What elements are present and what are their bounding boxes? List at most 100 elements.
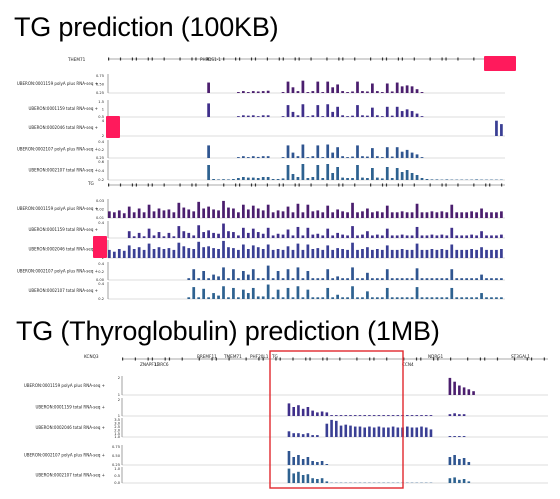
signal-bar (301, 80, 305, 93)
signal-bar (430, 278, 434, 280)
signal-bar (296, 156, 300, 158)
signal-bar (147, 243, 151, 258)
signal-bar (212, 179, 215, 180)
y-tick-label: 2 (102, 256, 104, 260)
exon-mark (413, 57, 415, 61)
exon-mark (530, 357, 533, 361)
y-tick-label: 1 (118, 414, 120, 418)
signal-bar (458, 479, 461, 483)
signal-bar (368, 426, 371, 437)
exon-mark (381, 183, 384, 187)
exon-mark (181, 357, 183, 361)
signal-bar (455, 235, 459, 238)
signal-bar (351, 226, 354, 238)
signal-bar (296, 226, 300, 238)
exon-mark (294, 57, 296, 61)
signal-bar (291, 152, 295, 158)
signal-bar (281, 178, 285, 180)
exon-mark (322, 357, 324, 361)
signal-bar (331, 111, 335, 117)
signal-bar (306, 204, 310, 218)
signal-bar (390, 297, 394, 299)
exon-mark (131, 57, 134, 61)
signal-bar (445, 212, 449, 218)
signal-bar (445, 297, 449, 299)
y-tick-label: 0.4 (98, 221, 104, 225)
exon-mark (485, 183, 487, 187)
signal-bar (410, 235, 414, 238)
signal-bar (435, 297, 439, 299)
signal-bar (117, 210, 121, 218)
signal-bar (192, 287, 196, 299)
signal-bar (410, 249, 414, 258)
exon-mark (168, 357, 171, 361)
signal-bar (291, 212, 295, 218)
signal-bar (405, 149, 409, 158)
exon-mark (415, 357, 418, 361)
signal-bar (371, 278, 374, 280)
signal-bar (490, 212, 493, 218)
signal-bar (266, 156, 270, 158)
signal-bar (296, 243, 300, 258)
signal-bar (241, 244, 245, 258)
signal-bar (321, 116, 325, 117)
signal-bar (420, 415, 423, 416)
signal-bar (197, 278, 201, 280)
signal-bar (286, 145, 290, 158)
signal-bar (331, 87, 335, 93)
signal-bar (291, 278, 295, 280)
track-label: UBERON:0002107 total RNA-seq + (28, 288, 98, 293)
signal-bar (311, 461, 314, 465)
exon-mark (151, 183, 153, 187)
signal-bar (306, 157, 310, 158)
signal-bar (316, 462, 319, 465)
signal-bar (321, 278, 325, 280)
signal-bar (108, 249, 111, 258)
signal-bar (261, 233, 265, 238)
signal-bar (172, 249, 176, 258)
signal-bar (429, 415, 433, 416)
signal-bar (142, 236, 146, 238)
signal-bar (495, 120, 498, 136)
signal-bar (241, 204, 245, 218)
signal-bar (321, 92, 325, 93)
signal-bar (377, 426, 381, 437)
signal-bar (405, 278, 409, 280)
signal-bar (356, 145, 359, 158)
y-tick-label: 0.4 (98, 282, 104, 286)
signal-bar (177, 242, 181, 258)
exon-mark (339, 357, 341, 361)
signal-bar (425, 249, 429, 258)
signal-bar (366, 272, 369, 280)
signal-bar (390, 278, 394, 280)
signal-bar (172, 236, 176, 238)
track-label: UBERON:0002107 total RNA-seq + (35, 473, 105, 478)
signal-bar (460, 249, 464, 258)
signal-bar (325, 481, 329, 483)
signal-bar (400, 249, 404, 258)
gene-label: THEM71 (67, 57, 86, 62)
signal-bar (326, 228, 330, 238)
signal-bar (227, 207, 230, 218)
signal-bar (371, 297, 374, 299)
y-tick-label: 0.50 (96, 83, 105, 87)
signal-bar (400, 297, 404, 299)
signal-bar (341, 211, 344, 218)
signal-bar (500, 297, 503, 299)
signal-bar (430, 179, 434, 180)
signal-bar (435, 249, 439, 258)
exon-mark (147, 183, 149, 187)
signal-bar (207, 297, 210, 299)
signal-bar (311, 91, 315, 93)
exon-mark (235, 183, 237, 187)
exon-mark (122, 357, 124, 361)
signal-bar (281, 234, 285, 238)
track-label: UBERON:0002107 total RNA-seq + (28, 168, 98, 173)
signal-bar (448, 457, 452, 465)
signal-bar (306, 227, 310, 238)
exon-mark (298, 57, 300, 61)
signal-bar (316, 435, 319, 437)
signal-bar (410, 278, 414, 280)
signal-bar (415, 268, 419, 280)
signal-bar (440, 297, 444, 299)
